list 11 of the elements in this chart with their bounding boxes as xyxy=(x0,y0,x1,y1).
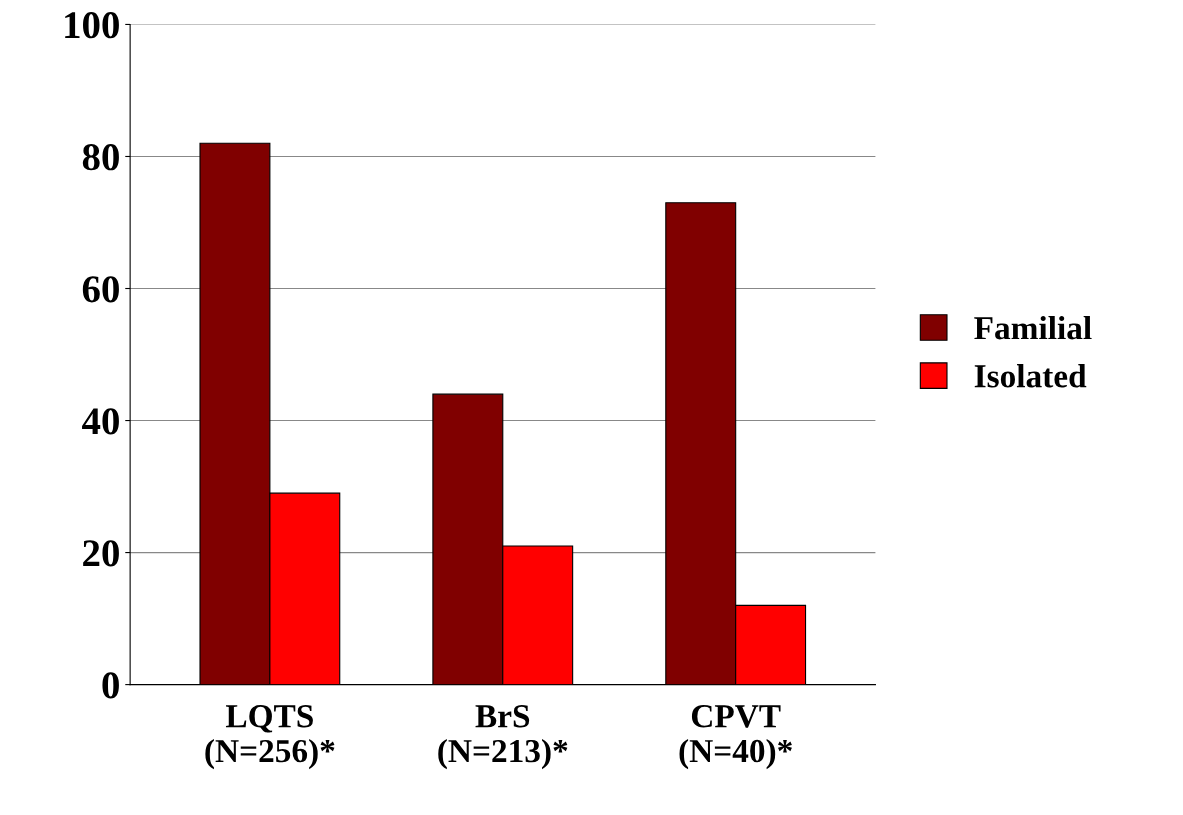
y-tick-label: 60 xyxy=(82,276,119,303)
x-tick-label: LQTS (N=256)* xyxy=(205,705,335,770)
y-tick-label: 40 xyxy=(82,408,119,435)
x-tick-label: BrS (N=213)* xyxy=(438,705,568,770)
x-tick-label: CPVT (N=40)* xyxy=(679,705,792,770)
legend-label: Familial xyxy=(974,315,1092,340)
y-tick-label: 20 xyxy=(83,540,119,567)
y-tick-label: 100 xyxy=(65,12,119,39)
legend-label: Isolated xyxy=(974,364,1087,388)
y-tick-label: 80 xyxy=(82,144,119,171)
y-tick-label: 0 xyxy=(102,672,119,699)
